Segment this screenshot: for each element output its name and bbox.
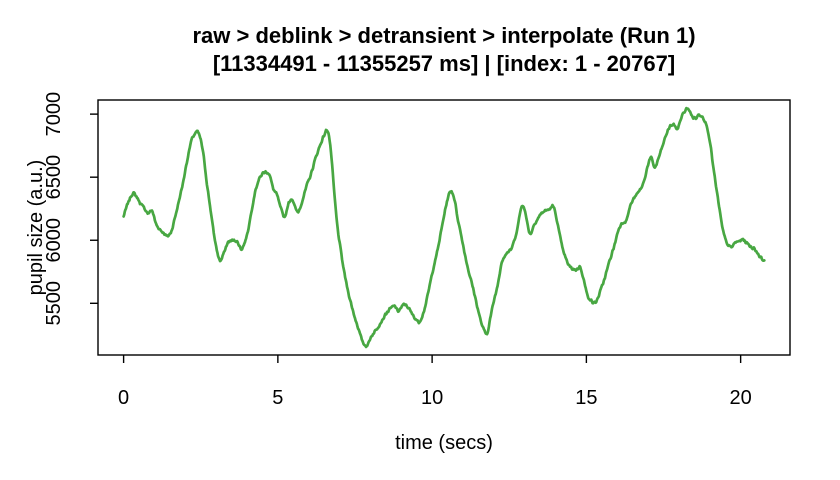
y-tick-label: 7000 xyxy=(43,92,65,137)
x-tick-label: 5 xyxy=(272,387,283,409)
pupil-trace-line xyxy=(122,106,766,349)
x-tick-label: 20 xyxy=(730,387,752,409)
chart-title: raw > deblink > detransient > interpolat… xyxy=(192,23,695,48)
y-tick-label: 5500 xyxy=(43,281,65,326)
chart-generated-layer: 0 5 10 15 20 5500 6000 6500 7000 xyxy=(43,92,791,409)
y-tick-label: 6000 xyxy=(43,218,65,263)
y-tick-label: 6500 xyxy=(43,155,65,200)
x-tick-label: 0 xyxy=(118,387,129,409)
plot-box xyxy=(97,99,791,356)
x-axis-title: time (secs) xyxy=(395,432,493,454)
x-tick-label: 10 xyxy=(421,387,443,409)
chart-subtitle: [11334491 - 11355257 ms] | [index: 1 - 2… xyxy=(213,51,675,76)
x-tick-label: 15 xyxy=(575,387,597,409)
y-axis-title: pupil size (a.u.) xyxy=(25,160,47,296)
